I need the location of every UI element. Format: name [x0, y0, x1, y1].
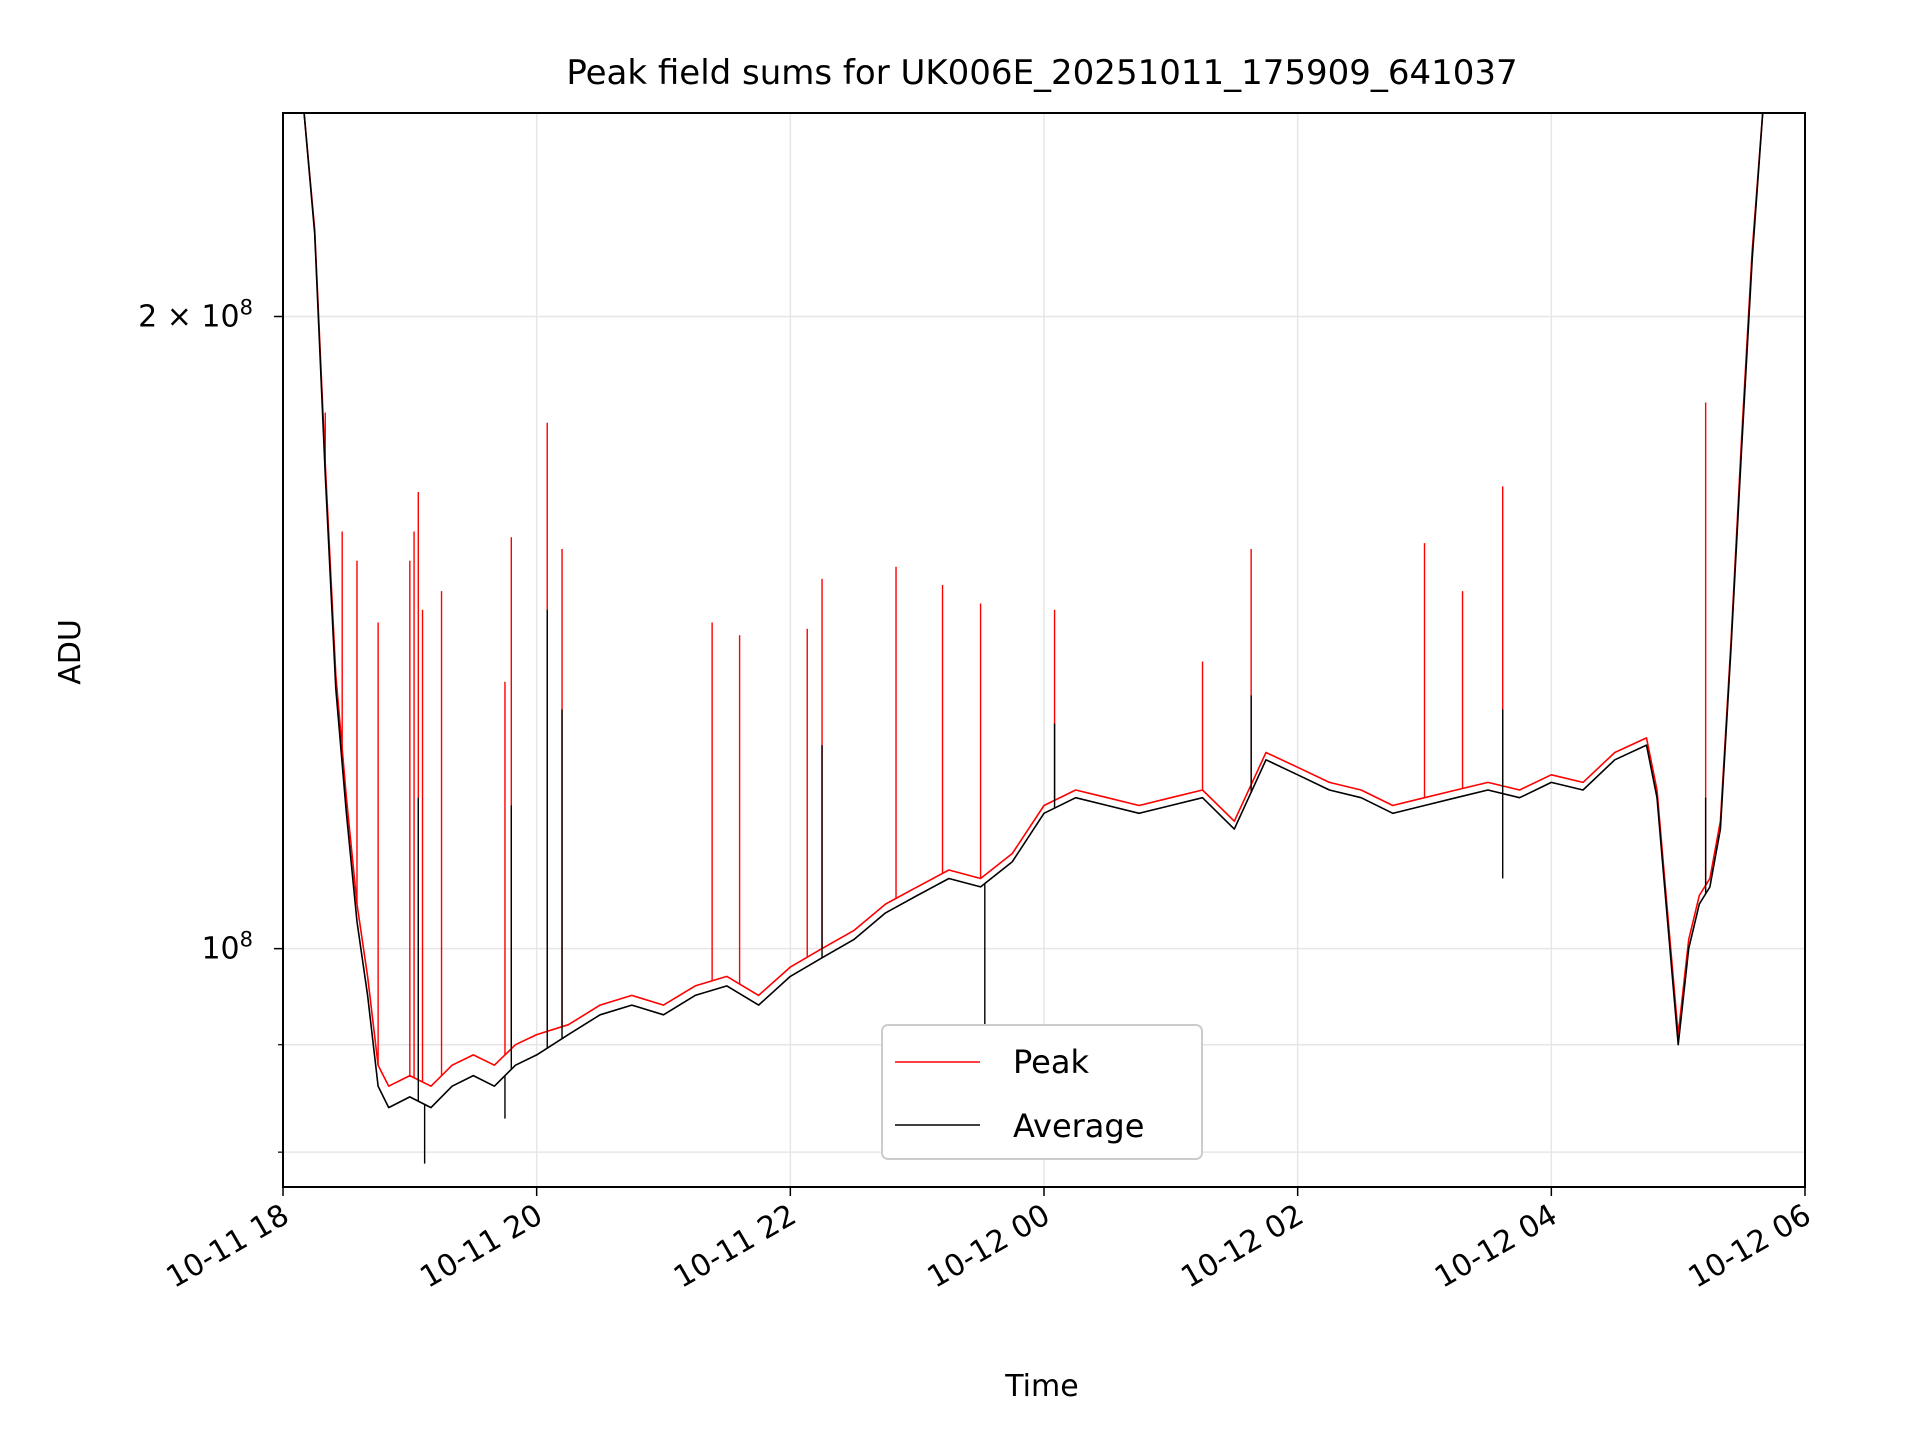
- x-tick-label: 10-12 02: [1175, 1198, 1309, 1296]
- series-line-average: [303, 113, 1764, 1109]
- y-tick-exponent: 8: [240, 296, 253, 320]
- x-tick-label: 10-12 04: [1429, 1198, 1563, 1296]
- x-tick-label: 10-12 00: [922, 1198, 1056, 1296]
- x-tick-label: 10-11 22: [668, 1198, 802, 1296]
- y-tick-label: 2 × 108: [138, 296, 253, 335]
- chart-title: Peak field sums for UK006E_20251011_1759…: [566, 53, 1517, 93]
- legend-label-peak: Peak: [1013, 1043, 1089, 1081]
- legend: Peak Average: [881, 1024, 1203, 1160]
- x-tick-label: 10-12 06: [1683, 1198, 1817, 1296]
- y-tick-exponent: 8: [240, 928, 253, 952]
- x-axis-label: Time: [1004, 1369, 1078, 1404]
- series-line-peak: [303, 113, 1764, 1087]
- series-layer: [303, 113, 1764, 1164]
- x-tick-label: 10-11 18: [161, 1198, 295, 1296]
- y-axis-label: ADU: [53, 619, 88, 685]
- x-tick-label: 10-11 20: [414, 1198, 548, 1296]
- legend-label-average: Average: [1013, 1107, 1144, 1145]
- grid: [282, 113, 1806, 1187]
- y-tick-label: 108: [201, 928, 253, 967]
